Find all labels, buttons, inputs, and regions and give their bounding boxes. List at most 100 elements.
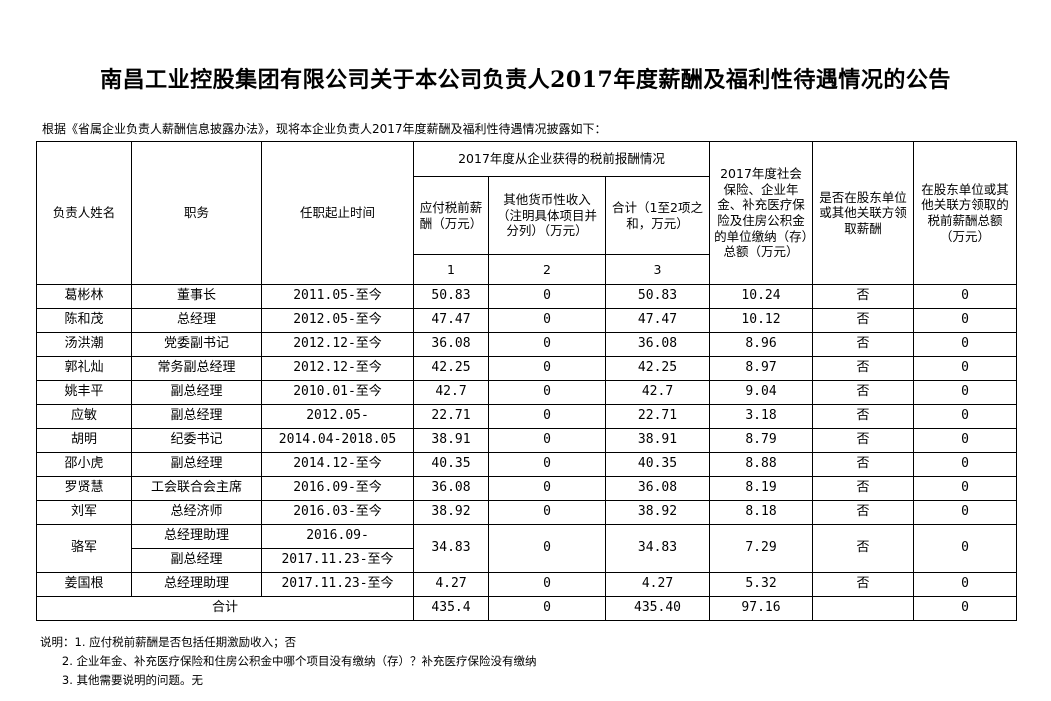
table-row: 应敏 副总经理 2012.05- 22.71 0 22.71 3.18 否 0 <box>36 404 1017 429</box>
cell-subtotal: 50.83 <box>605 284 710 309</box>
cell-term: 2016.09- <box>261 524 414 549</box>
cell-term: 2012.05-至今 <box>261 308 414 333</box>
cell-name: 郭礼灿 <box>36 356 132 381</box>
cell-payable: 4.27 <box>413 572 489 597</box>
cell-social: 10.24 <box>709 284 813 309</box>
compensation-table: 负责人姓名 职务 任职起止时间 2017年度从企业获得的税前报酬情况 2017年… <box>36 141 1017 621</box>
cell-term: 2012.05- <box>261 404 414 429</box>
table-row: 姚丰平 副总经理 2010.01-至今 42.7 0 42.7 9.04 否 0 <box>36 380 1017 405</box>
cell-name: 刘军 <box>36 500 132 525</box>
cell-other: 0 <box>488 332 606 357</box>
cell-amount: 0 <box>913 500 1017 525</box>
cell-subtotal: 34.83 <box>605 524 710 573</box>
cell-subtotal: 42.25 <box>605 356 710 381</box>
cell-name: 葛彬林 <box>36 284 132 309</box>
cell-name: 姚丰平 <box>36 380 132 405</box>
cell-other: 0 <box>488 500 606 525</box>
cell-position: 副总经理 <box>131 452 262 477</box>
cell-social: 8.96 <box>709 332 813 357</box>
cell-term: 2016.03-至今 <box>261 500 414 525</box>
cell-other: 0 <box>488 308 606 333</box>
header-col-3: 3 <box>605 254 710 285</box>
cell-social: 8.88 <box>709 452 813 477</box>
total-subtotal: 435.40 <box>605 596 710 621</box>
cell-social: 8.18 <box>709 500 813 525</box>
cell-term: 2017.11.23-至今 <box>261 572 414 597</box>
cell-position: 常务副总经理 <box>131 356 262 381</box>
cell-subtotal: 36.08 <box>605 332 710 357</box>
cell-subtotal: 36.08 <box>605 476 710 501</box>
cell-amount: 0 <box>913 308 1017 333</box>
cell-amount: 0 <box>913 404 1017 429</box>
cell-payable: 34.83 <box>413 524 489 573</box>
header-payable: 应付税前薪酬（万元） <box>413 176 489 255</box>
table-row: 郭礼灿 常务副总经理 2012.12-至今 42.25 0 42.25 8.97… <box>36 356 1017 381</box>
cell-position: 工会联合会主席 <box>131 476 262 501</box>
cell-amount: 0 <box>913 356 1017 381</box>
table-row: 骆军 总经理助理 2016.09- 34.83 0 34.83 7.29 否 0 <box>36 524 1017 573</box>
cell-payable: 40.35 <box>413 452 489 477</box>
intro-text: 根据《省属企业负责人薪酬信息披露办法》，现将本企业负责人2017年度薪酬及福利性… <box>42 122 607 136</box>
cell-payable: 47.47 <box>413 308 489 333</box>
document-title: 南昌工业控股集团有限公司关于本公司负责人2017年度薪酬及福利性待遇情况的公告 <box>100 67 951 93</box>
cell-term: 2017.11.23-至今 <box>261 548 414 573</box>
cell-name: 汤洪潮 <box>36 332 132 357</box>
header-shareholder-flag: 是否在股东单位或其他关联方领取薪酬 <box>812 141 914 285</box>
header-term: 任职起止时间 <box>261 141 414 285</box>
cell-subtotal: 38.91 <box>605 428 710 453</box>
table-row: 汤洪潮 党委副书记 2012.12-至今 36.08 0 36.08 8.96 … <box>36 332 1017 357</box>
cell-flag: 否 <box>812 452 914 477</box>
header-pretax-group: 2017年度从企业获得的税前报酬情况 <box>413 141 710 177</box>
cell-payable: 50.83 <box>413 284 489 309</box>
cell-flag: 否 <box>812 404 914 429</box>
cell-flag: 否 <box>812 476 914 501</box>
cell-social: 3.18 <box>709 404 813 429</box>
header-col-2: 2 <box>488 254 606 285</box>
cell-position: 总经理助理 <box>131 524 262 549</box>
cell-flag: 否 <box>812 356 914 381</box>
cell-other: 0 <box>488 572 606 597</box>
cell-flag: 否 <box>812 380 914 405</box>
cell-flag: 否 <box>812 428 914 453</box>
cell-social: 9.04 <box>709 380 813 405</box>
cell-payable: 38.91 <box>413 428 489 453</box>
table-row: 葛彬林 董事长 2011.05-至今 50.83 0 50.83 10.24 否… <box>36 284 1017 309</box>
cell-term: 2012.12-至今 <box>261 332 414 357</box>
cell-subtotal: 42.7 <box>605 380 710 405</box>
cell-position: 董事长 <box>131 284 262 309</box>
cell-amount: 0 <box>913 332 1017 357</box>
cell-position: 副总经理 <box>131 548 262 573</box>
table-row: 罗贤慧 工会联合会主席 2016.09-至今 36.08 0 36.08 8.1… <box>36 476 1017 501</box>
cell-position: 副总经理 <box>131 380 262 405</box>
cell-subtotal: 38.92 <box>605 500 710 525</box>
cell-position: 纪委书记 <box>131 428 262 453</box>
cell-flag: 否 <box>812 284 914 309</box>
cell-term: 2014.04-2018.05 <box>261 428 414 453</box>
total-label: 合计 <box>36 596 414 621</box>
total-row: 合计 435.4 0 435.40 97.16 0 <box>36 596 1017 621</box>
cell-payable: 42.7 <box>413 380 489 405</box>
header-shareholder-amount: 在股东单位或其他关联方领取的税前薪酬总额（万元） <box>913 141 1017 285</box>
cell-term: 2014.12-至今 <box>261 452 414 477</box>
table-row: 胡明 纪委书记 2014.04-2018.05 38.91 0 38.91 8.… <box>36 428 1017 453</box>
total-flag <box>812 596 914 621</box>
note-2: 2. 企业年金、补充医疗保险和住房公积金中哪个项目没有缴纳（存）？补充医疗保险没… <box>40 654 537 668</box>
cell-position: 总经理 <box>131 308 262 333</box>
cell-subtotal: 4.27 <box>605 572 710 597</box>
cell-flag: 否 <box>812 572 914 597</box>
cell-social: 8.79 <box>709 428 813 453</box>
cell-amount: 0 <box>913 524 1017 573</box>
cell-flag: 否 <box>812 500 914 525</box>
cell-name: 胡明 <box>36 428 132 453</box>
header-name: 负责人姓名 <box>36 141 132 285</box>
header-position: 职务 <box>131 141 262 285</box>
total-social: 97.16 <box>709 596 813 621</box>
cell-social: 8.19 <box>709 476 813 501</box>
cell-other: 0 <box>488 524 606 573</box>
cell-flag: 否 <box>812 332 914 357</box>
cell-amount: 0 <box>913 380 1017 405</box>
header-col-1: 1 <box>413 254 489 285</box>
cell-subtotal: 40.35 <box>605 452 710 477</box>
notes-section: 说明：1. 应付税前薪酬是否包括任期激励收入；否 2. 企业年金、补充医疗保险和… <box>40 633 537 690</box>
header-other-income: 其他货币性收入（注明具体项目并分列）（万元） <box>488 176 606 255</box>
